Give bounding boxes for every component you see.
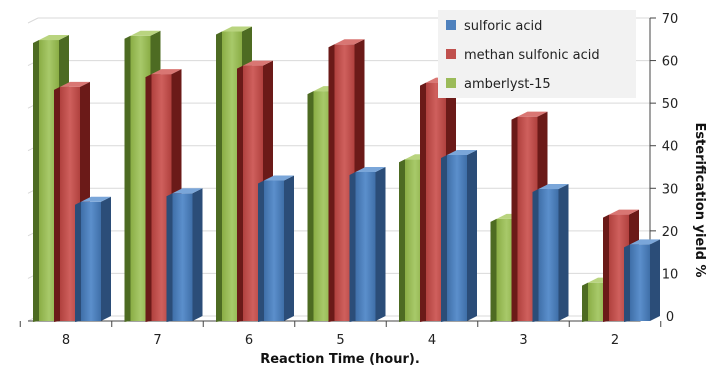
bar-left-face bbox=[490, 218, 497, 322]
gridline-side bbox=[27, 17, 39, 24]
bar-top bbox=[172, 188, 203, 194]
y-tick-label: 10 bbox=[662, 267, 679, 282]
y-axis-title: Esterification yield % bbox=[692, 122, 707, 277]
bar-left-face bbox=[166, 193, 173, 322]
y-tick-label: 20 bbox=[662, 225, 679, 240]
x-tick-label: 3 bbox=[519, 333, 527, 348]
bar-side bbox=[558, 184, 569, 321]
bar-left-face bbox=[420, 82, 426, 322]
bars bbox=[33, 26, 660, 323]
bar-top bbox=[81, 196, 111, 202]
bar-sulforic-acid-8 bbox=[75, 196, 111, 322]
bar-top bbox=[39, 35, 69, 41]
x-tick-label: 8 bbox=[62, 333, 70, 348]
legend-label-amberlyst-15: amberlyst-15 bbox=[464, 77, 551, 92]
bar-left-face bbox=[441, 154, 447, 322]
bar-left-face bbox=[349, 172, 356, 322]
y-tick-label: 70 bbox=[662, 12, 679, 27]
bar-top bbox=[130, 30, 161, 36]
bar-sulforic-acid-3 bbox=[532, 184, 569, 322]
legend: sulforic acid methan sulfonic acid amber… bbox=[438, 10, 636, 98]
bar-front bbox=[172, 193, 193, 321]
bar-left-face bbox=[603, 214, 609, 322]
bar-sulforic-acid-7 bbox=[166, 188, 203, 322]
bar-side bbox=[192, 188, 203, 321]
y-tick-label: 30 bbox=[662, 182, 679, 197]
bar-sulforic-acid-5 bbox=[349, 167, 386, 322]
x-tick-label: 6 bbox=[245, 333, 253, 348]
bar-top bbox=[517, 111, 548, 117]
bar-left-face bbox=[124, 35, 131, 323]
bar-left-face bbox=[532, 189, 539, 322]
bar-top bbox=[222, 26, 252, 32]
bar-left-face bbox=[216, 31, 222, 323]
bar-top bbox=[447, 149, 477, 155]
bar-sulforic-acid-2 bbox=[624, 239, 660, 322]
legend-swatch-methan-sulfonic-acid bbox=[446, 49, 456, 59]
bar-front bbox=[355, 172, 376, 321]
bar-left-face bbox=[399, 159, 405, 322]
bar-left-face bbox=[258, 180, 264, 322]
x-tick-label: 5 bbox=[336, 333, 344, 348]
bar-front bbox=[447, 154, 467, 321]
bar-left-face bbox=[328, 44, 335, 323]
bar-side bbox=[650, 239, 660, 321]
legend-label-sulforic-acid: sulforic acid bbox=[464, 19, 542, 34]
x-tick-label: 4 bbox=[428, 333, 436, 348]
bar-left-face bbox=[75, 201, 81, 322]
legend-label-methan-sulfonic-acid: methan sulfonic acid bbox=[464, 48, 600, 63]
bar-left-face bbox=[582, 282, 588, 322]
bar-front bbox=[630, 244, 650, 321]
bar-left-face bbox=[624, 244, 630, 322]
bar-left-face bbox=[237, 65, 243, 323]
x-tick-labels: 8 7 6 5 4 3 2 bbox=[62, 333, 619, 348]
bar-side bbox=[101, 196, 111, 321]
bar-left-face bbox=[307, 91, 314, 322]
legend-background bbox=[438, 10, 636, 98]
bar-top bbox=[609, 209, 639, 215]
bar-left-face bbox=[145, 74, 152, 322]
bar-side bbox=[467, 149, 477, 321]
bar-top bbox=[243, 60, 273, 66]
bar-side bbox=[284, 175, 294, 321]
bar-front bbox=[538, 189, 559, 321]
bar-left-face bbox=[511, 116, 518, 323]
y-tick-label: 50 bbox=[662, 97, 679, 112]
bar-top bbox=[151, 69, 182, 75]
x-tick-label: 2 bbox=[611, 333, 619, 348]
bar-side bbox=[375, 167, 386, 321]
x-tick-label: 7 bbox=[153, 333, 161, 348]
bar-top bbox=[538, 184, 569, 190]
bar-sulforic-acid-4 bbox=[441, 149, 477, 322]
legend-swatch-sulforic-acid bbox=[446, 20, 456, 30]
y-tick-label: 40 bbox=[662, 140, 679, 155]
bar-top bbox=[630, 239, 660, 245]
legend-swatch-amberlyst-15 bbox=[446, 78, 456, 88]
x-axis-title: Reaction Time (hour). bbox=[260, 352, 420, 367]
bar-top bbox=[60, 81, 90, 87]
bar-sulforic-acid-6 bbox=[258, 175, 294, 322]
bar-top bbox=[264, 175, 294, 181]
bar-front bbox=[264, 180, 284, 321]
y-tick-label: 60 bbox=[662, 55, 679, 70]
bar-left-face bbox=[54, 86, 60, 322]
y-tick-labels: 0 10 20 30 40 50 60 70 bbox=[662, 12, 679, 325]
bar-top bbox=[355, 167, 386, 172]
bar-front bbox=[81, 201, 101, 321]
bar-left-face bbox=[33, 40, 39, 323]
y-tick-label: 0 bbox=[666, 310, 674, 325]
bar-top bbox=[334, 39, 365, 45]
